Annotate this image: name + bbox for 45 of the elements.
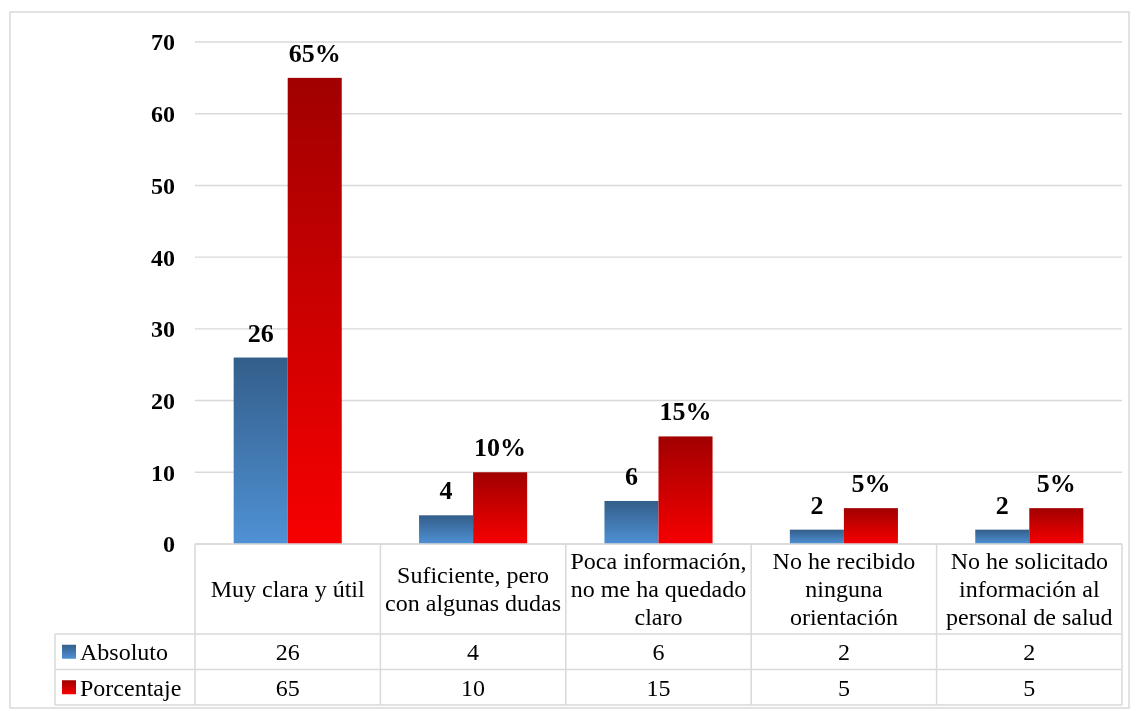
text: 10 xyxy=(461,674,486,701)
data-label: 65% xyxy=(288,38,341,68)
data-label: 10% xyxy=(474,433,527,463)
bar xyxy=(233,357,288,544)
y-tick-label: 70 xyxy=(151,29,175,56)
x-tick-label: Muy clara y útil xyxy=(210,576,366,603)
text: 5 xyxy=(837,674,850,701)
y-tick-label: 10 xyxy=(151,459,175,486)
data-label: 2 xyxy=(995,490,1009,520)
x-tick-label: Poca información, no me ha quedado claro xyxy=(570,548,747,631)
x-tick-label: No he recibido ninguna orientación xyxy=(772,548,916,631)
y-tick-label: 60 xyxy=(151,101,175,128)
text: 2 xyxy=(837,639,850,666)
data-label: 5% xyxy=(1036,469,1076,499)
legend-label: Porcentaje xyxy=(80,674,182,701)
bar xyxy=(975,529,1030,544)
data-label: 4 xyxy=(439,476,453,506)
text: 5 xyxy=(1023,674,1036,701)
legend-label: Absoluto xyxy=(80,639,169,666)
y-tick-label: 40 xyxy=(151,244,175,271)
x-tick-label: No he solicitado información al personal de salud xyxy=(945,548,1113,631)
data-label: 5% xyxy=(851,469,891,499)
text: 4 xyxy=(467,639,480,666)
y-tick-label: 50 xyxy=(151,172,175,199)
data-label: 6 xyxy=(624,461,638,491)
x-tick-label: Suficiente, pero con algunas dudas xyxy=(385,562,562,617)
y-tick-label: 20 xyxy=(151,387,175,414)
text: 2 xyxy=(1023,639,1036,666)
text: 6 xyxy=(652,639,665,666)
text: 26 xyxy=(275,639,300,666)
bar xyxy=(604,500,659,544)
bar xyxy=(1029,508,1084,544)
y-tick-label: 0 xyxy=(163,531,175,558)
data-label: 26 xyxy=(247,318,274,348)
text: 65 xyxy=(275,674,300,701)
text: 15 xyxy=(646,674,671,701)
y-tick-label: 30 xyxy=(151,316,175,343)
bar xyxy=(658,436,713,544)
bar xyxy=(789,529,844,544)
bar xyxy=(287,77,342,544)
bar xyxy=(843,508,898,544)
data-label: 15% xyxy=(659,397,712,427)
bar xyxy=(473,472,528,544)
bar xyxy=(419,515,474,544)
data-label: 2 xyxy=(810,490,824,520)
